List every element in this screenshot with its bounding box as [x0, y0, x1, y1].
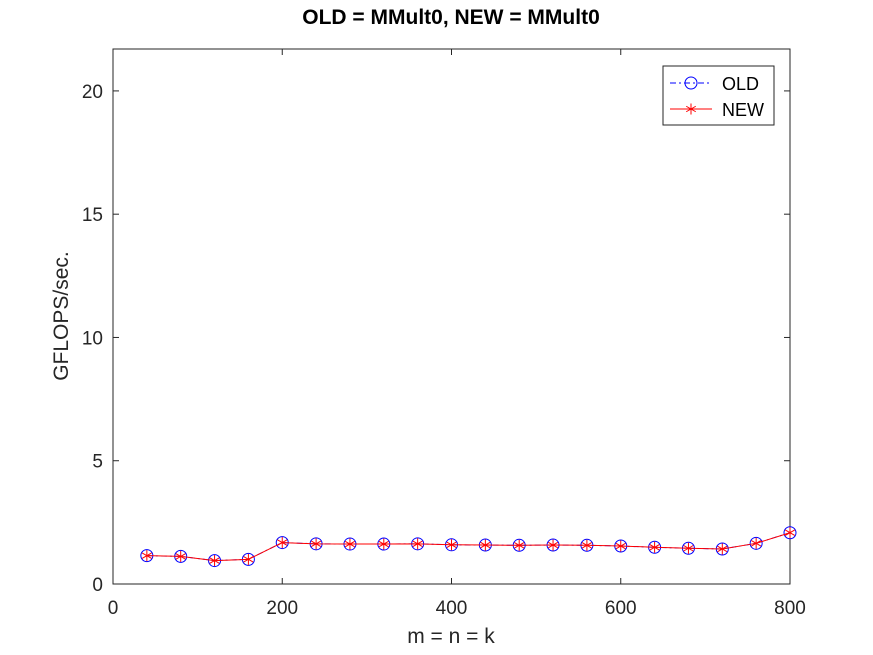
- y-tick-label: 10: [82, 328, 103, 349]
- x-tick-label: 600: [605, 598, 637, 619]
- asterisk-stroke: [615, 542, 626, 550]
- data-point-new: [243, 553, 254, 565]
- asterisk-stroke: [685, 105, 697, 113]
- x-tick-label: 800: [774, 598, 806, 619]
- data-point-old: [783, 526, 797, 540]
- data-point-new: [581, 539, 592, 551]
- y-tick-label: 20: [82, 82, 103, 103]
- data-point-new: [175, 550, 186, 562]
- asterisk-stroke: [784, 529, 796, 536]
- series-layer: [140, 526, 797, 568]
- asterisk-stroke: [548, 541, 559, 549]
- data-point-new: [615, 540, 626, 552]
- asterisk-stroke: [209, 557, 220, 564]
- asterisk-stroke: [175, 553, 186, 560]
- data-point-new: [209, 555, 220, 567]
- data-point-new: [141, 550, 152, 562]
- asterisk-stroke: [649, 544, 660, 551]
- data-point-new: [751, 537, 762, 549]
- y-tick-label: 0: [92, 575, 103, 596]
- asterisk-stroke: [751, 540, 762, 547]
- y-axis-label: GFLOPS/sec.: [50, 251, 73, 381]
- asterisk-stroke: [717, 545, 728, 553]
- data-point-new: [378, 538, 389, 550]
- asterisk-stroke: [311, 540, 322, 547]
- data-point-new: [344, 538, 355, 550]
- y-tick-label: 15: [82, 205, 103, 226]
- asterisk-stroke: [243, 556, 254, 563]
- legend-new-label: NEW: [722, 100, 764, 120]
- asterisk-stroke: [344, 540, 355, 548]
- data-point-new: [514, 539, 525, 551]
- asterisk-stroke: [277, 539, 288, 546]
- series-new: [141, 527, 796, 567]
- y-tick-label: 5: [92, 452, 103, 473]
- plot-area: [112, 48, 791, 585]
- data-point-new: [277, 537, 288, 549]
- asterisk-stroke: [581, 542, 592, 549]
- data-point-new: [649, 541, 660, 553]
- data-point-new: [480, 539, 491, 551]
- legend-old-label: OLD: [722, 74, 759, 94]
- chart-title: OLD = MMult0, NEW = MMult0: [302, 6, 600, 29]
- data-point-new: [784, 527, 796, 539]
- asterisk-stroke: [514, 542, 525, 549]
- asterisk-stroke: [480, 541, 491, 549]
- data-point-new: [683, 542, 694, 554]
- data-point-new: [548, 539, 559, 551]
- ticks-layer: 0 200 400 600 800 0 5 10 15 20: [82, 49, 806, 619]
- x-tick-label: 0: [108, 598, 119, 619]
- asterisk-stroke: [378, 540, 389, 548]
- data-point-new: [412, 538, 423, 550]
- legend-new-asterisk: [685, 103, 697, 115]
- legend-old-marker: [684, 76, 698, 90]
- legend-old-circle: [684, 76, 698, 90]
- legend: OLD NEW: [662, 65, 775, 126]
- data-point-old: [749, 536, 763, 550]
- data-point-new: [717, 543, 728, 555]
- asterisk-stroke: [683, 545, 694, 552]
- series-line-new: [146, 532, 791, 562]
- x-tick-label: 200: [266, 598, 298, 619]
- asterisk-stroke: [141, 552, 152, 559]
- asterisk-stroke: [412, 540, 423, 547]
- asterisk-stroke: [446, 541, 457, 548]
- legend-new-marker: [685, 103, 697, 115]
- data-point-new: [311, 538, 322, 550]
- x-tick-label: 400: [436, 598, 468, 619]
- data-point-new: [446, 539, 457, 551]
- x-axis-label: m = n = k: [407, 625, 495, 648]
- plot-frame: [112, 48, 791, 585]
- legend-box: [662, 65, 775, 126]
